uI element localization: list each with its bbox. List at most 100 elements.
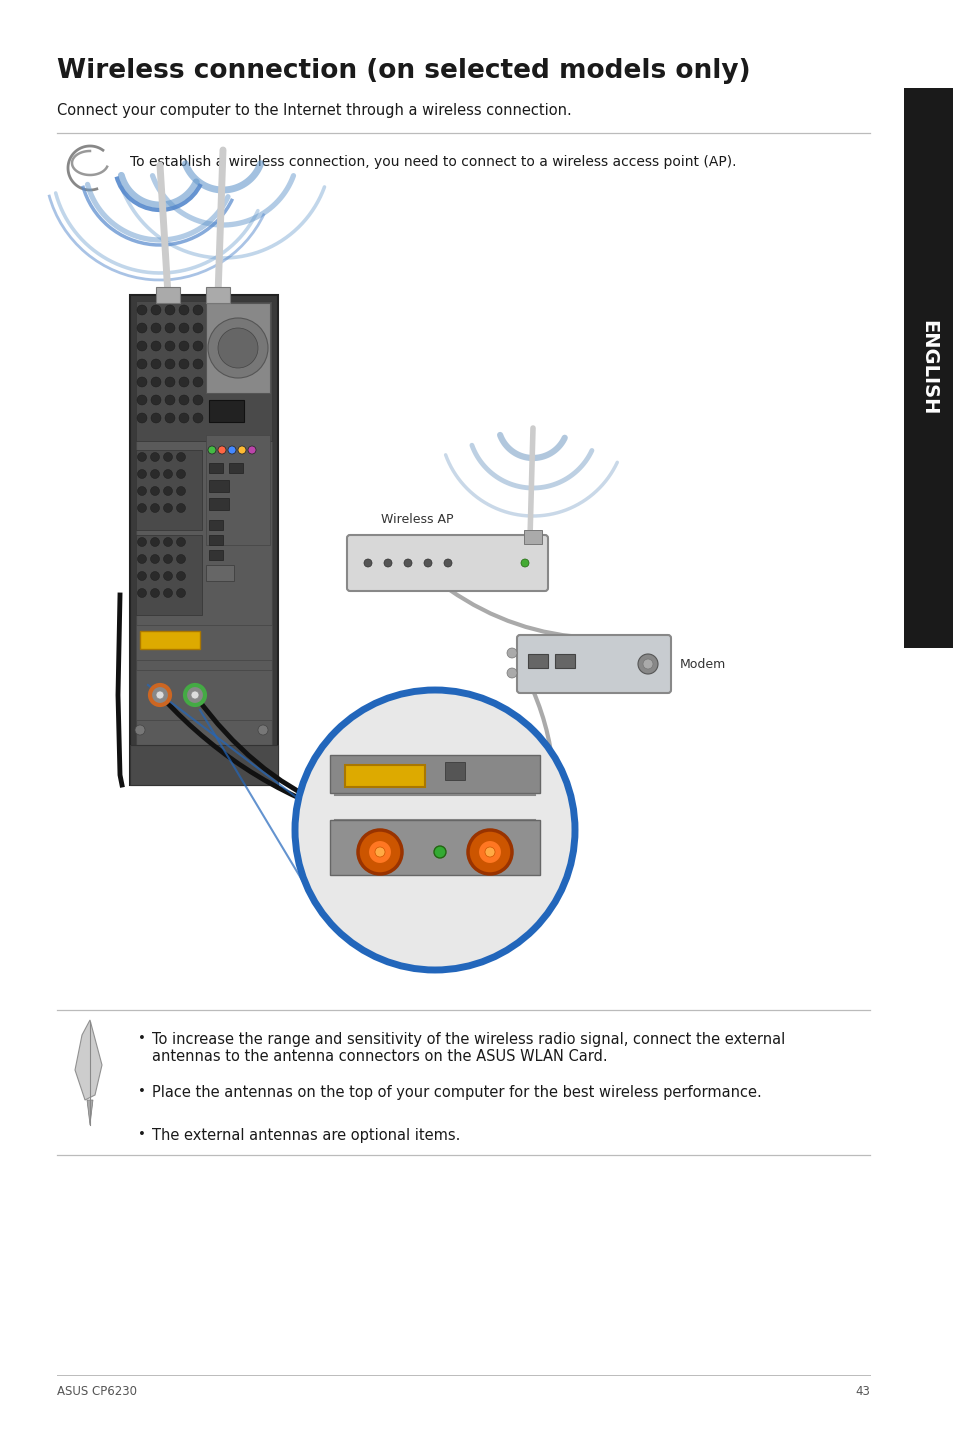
Bar bbox=[330, 820, 539, 874]
Circle shape bbox=[193, 395, 203, 406]
Circle shape bbox=[191, 692, 199, 699]
Circle shape bbox=[165, 305, 174, 315]
Bar bbox=[206, 436, 270, 545]
Circle shape bbox=[151, 413, 161, 423]
Circle shape bbox=[163, 538, 172, 546]
Circle shape bbox=[477, 840, 501, 864]
Circle shape bbox=[151, 571, 159, 581]
Text: Wireless connection (on selected models only): Wireless connection (on selected models … bbox=[57, 58, 750, 83]
Circle shape bbox=[137, 469, 147, 479]
Bar bbox=[209, 400, 244, 421]
Circle shape bbox=[468, 830, 512, 874]
Circle shape bbox=[151, 395, 161, 406]
Circle shape bbox=[179, 413, 189, 423]
Circle shape bbox=[151, 324, 161, 334]
Circle shape bbox=[137, 360, 147, 370]
Bar bbox=[444, 762, 464, 779]
Circle shape bbox=[150, 684, 170, 705]
Bar bbox=[527, 654, 547, 669]
Circle shape bbox=[151, 377, 161, 387]
Bar bbox=[206, 288, 230, 303]
Bar bbox=[209, 549, 223, 559]
Circle shape bbox=[179, 360, 189, 370]
Text: The external antennas are optional items.: The external antennas are optional items… bbox=[152, 1127, 460, 1143]
Circle shape bbox=[165, 341, 174, 351]
Bar bbox=[136, 301, 272, 779]
Bar bbox=[209, 535, 223, 545]
Circle shape bbox=[151, 588, 159, 598]
Circle shape bbox=[642, 659, 652, 669]
Circle shape bbox=[137, 588, 147, 598]
Circle shape bbox=[137, 413, 147, 423]
Circle shape bbox=[228, 446, 235, 454]
FancyBboxPatch shape bbox=[347, 535, 547, 591]
Bar bbox=[156, 288, 180, 303]
Circle shape bbox=[135, 725, 145, 735]
Circle shape bbox=[176, 588, 185, 598]
Circle shape bbox=[179, 341, 189, 351]
Bar bbox=[130, 295, 277, 785]
Circle shape bbox=[137, 341, 147, 351]
Circle shape bbox=[163, 503, 172, 512]
Circle shape bbox=[151, 305, 161, 315]
Circle shape bbox=[638, 654, 658, 674]
Circle shape bbox=[176, 469, 185, 479]
Circle shape bbox=[176, 555, 185, 564]
Circle shape bbox=[137, 555, 147, 564]
Text: 43: 43 bbox=[854, 1385, 869, 1398]
Circle shape bbox=[151, 469, 159, 479]
Circle shape bbox=[165, 360, 174, 370]
Bar bbox=[140, 631, 200, 649]
Circle shape bbox=[179, 395, 189, 406]
Text: To establish a wireless connection, you need to connect to a wireless access poi: To establish a wireless connection, you … bbox=[130, 155, 736, 170]
Bar bbox=[206, 303, 270, 393]
Circle shape bbox=[193, 360, 203, 370]
Text: •: • bbox=[138, 1032, 146, 1045]
Circle shape bbox=[165, 395, 174, 406]
Circle shape bbox=[151, 360, 161, 370]
Circle shape bbox=[151, 538, 159, 546]
Circle shape bbox=[506, 649, 517, 659]
Circle shape bbox=[151, 341, 161, 351]
Bar bbox=[330, 755, 539, 792]
Circle shape bbox=[137, 324, 147, 334]
Circle shape bbox=[151, 453, 159, 462]
Circle shape bbox=[218, 328, 257, 368]
Circle shape bbox=[520, 559, 529, 567]
Bar bbox=[523, 531, 541, 544]
Circle shape bbox=[193, 324, 203, 334]
Circle shape bbox=[137, 503, 147, 512]
Circle shape bbox=[176, 571, 185, 581]
Circle shape bbox=[257, 725, 268, 735]
Text: Place the antennas on the top of your computer for the best wireless performance: Place the antennas on the top of your co… bbox=[152, 1086, 760, 1100]
Bar bbox=[136, 535, 202, 615]
Circle shape bbox=[163, 555, 172, 564]
Bar bbox=[903, 88, 953, 649]
Text: Wireless AP: Wireless AP bbox=[380, 513, 453, 526]
Bar bbox=[206, 565, 233, 581]
Bar bbox=[555, 654, 575, 669]
Circle shape bbox=[434, 846, 446, 858]
Circle shape bbox=[163, 486, 172, 496]
Bar bbox=[345, 765, 424, 787]
Bar bbox=[209, 463, 223, 473]
Bar bbox=[130, 745, 277, 785]
Bar bbox=[136, 670, 272, 720]
Circle shape bbox=[193, 341, 203, 351]
Text: ENGLISH: ENGLISH bbox=[919, 321, 938, 416]
Circle shape bbox=[357, 830, 401, 874]
FancyBboxPatch shape bbox=[517, 636, 670, 693]
Text: To increase the range and sensitivity of the wireless radio signal, connect the : To increase the range and sensitivity of… bbox=[152, 1032, 784, 1064]
Circle shape bbox=[137, 486, 147, 496]
Bar bbox=[229, 463, 243, 473]
Circle shape bbox=[384, 559, 392, 567]
Circle shape bbox=[176, 453, 185, 462]
Circle shape bbox=[248, 446, 255, 454]
Circle shape bbox=[193, 305, 203, 315]
Text: •: • bbox=[138, 1086, 146, 1099]
Polygon shape bbox=[87, 1100, 92, 1125]
Bar bbox=[136, 450, 202, 531]
Bar bbox=[209, 480, 229, 492]
Circle shape bbox=[368, 840, 392, 864]
Circle shape bbox=[403, 559, 412, 567]
